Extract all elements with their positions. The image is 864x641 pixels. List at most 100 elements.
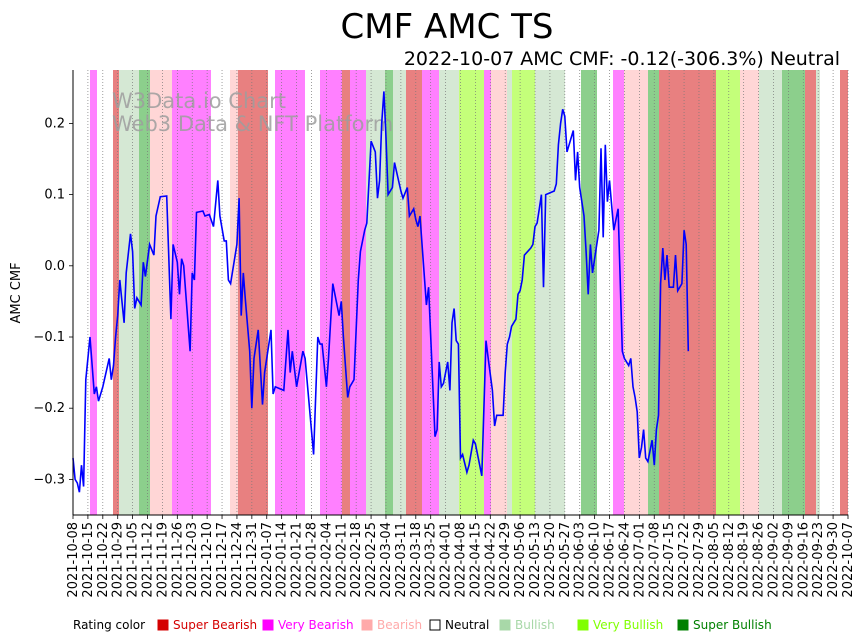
- rating-band: [716, 70, 740, 515]
- x-tick-label: 2022-09-09: [781, 522, 796, 598]
- legend-swatch: [429, 619, 441, 631]
- x-tick-label: 2022-01-28: [304, 522, 319, 598]
- x-tick-label: 2022-04-29: [498, 522, 513, 598]
- x-tick-label: 2021-11-19: [155, 522, 170, 598]
- rating-band: [648, 70, 659, 515]
- chart-title: CMF AMC TS: [341, 7, 554, 47]
- rating-band: [230, 70, 238, 515]
- cmf-series-line: [72, 91, 690, 493]
- x-tick-label: 2021-10-08: [66, 522, 81, 598]
- rating-bands: [73, 70, 848, 515]
- x-tick-label: 2022-05-20: [543, 522, 558, 598]
- x-tick-label: 2022-07-08: [647, 522, 662, 598]
- x-tick-label: 2022-06-03: [573, 522, 588, 598]
- x-tick-label: 2022-02-04: [319, 522, 334, 598]
- rating-band: [512, 70, 535, 515]
- y-tick-label: −0.1: [33, 330, 65, 345]
- x-tick-label: 2022-07-22: [677, 522, 692, 598]
- y-axis-label: AMC CMF: [9, 262, 24, 323]
- y-tick-label: 0.2: [44, 116, 65, 131]
- x-tick-label: 2022-06-17: [603, 522, 618, 598]
- rating-band: [782, 70, 805, 515]
- y-tick-label: 0.1: [44, 188, 65, 203]
- x-tick-label: 2022-01-07: [260, 522, 275, 598]
- legend-label: Bullish: [515, 618, 555, 632]
- x-tick-label: 2021-10-15: [81, 522, 96, 598]
- x-tick-label: 2022-04-08: [454, 522, 469, 598]
- rating-band: [406, 70, 412, 515]
- legend-swatch: [499, 619, 511, 631]
- x-tick-label: 2022-05-13: [528, 522, 543, 598]
- legend: Rating color Super Bearish Very Bearish Bea…: [73, 618, 772, 632]
- x-tick-label: 2021-12-03: [185, 522, 200, 598]
- legend-swatch: [677, 619, 689, 631]
- x-tick-label: 2022-09-16: [796, 522, 811, 598]
- y-tick-label: 0.0: [44, 259, 65, 274]
- rating-band: [97, 70, 113, 515]
- x-tick-label: 2022-04-15: [468, 522, 483, 598]
- rating-band: [507, 70, 512, 515]
- legend-swatch: [361, 619, 373, 631]
- rating-band: [459, 70, 484, 515]
- y-ticks: −0.3 −0.2 −0.1 0.0 0.1 0.2: [33, 116, 73, 487]
- rating-band: [150, 70, 172, 515]
- rating-band: [820, 70, 840, 515]
- x-tick-label: 2022-04-01: [439, 522, 454, 598]
- x-tick-label: 2022-03-04: [379, 522, 394, 598]
- x-tick-label: 2022-08-12: [722, 522, 737, 598]
- x-tick-label: 2022-07-01: [632, 522, 647, 598]
- legend-label: Neutral: [445, 618, 489, 632]
- legend-label: Super Bearish: [173, 618, 257, 632]
- x-tick-label: 2022-03-25: [424, 522, 439, 598]
- x-tick-label: 2022-07-29: [692, 522, 707, 598]
- rating-band: [73, 70, 90, 515]
- series-layer: [72, 91, 690, 493]
- x-tick-label: 2021-11-12: [141, 522, 156, 598]
- x-tick-label: 2021-12-24: [230, 522, 245, 598]
- x-tick-label: 2022-06-24: [617, 522, 632, 598]
- rating-band: [320, 70, 342, 515]
- y-tick-label: −0.2: [33, 401, 65, 416]
- rating-band: [840, 70, 846, 515]
- rating-band: [393, 70, 406, 515]
- chart-subtitle: 2022-10-07 AMC CMF: -0.12(-306.3%) Neutr…: [404, 48, 840, 70]
- x-tick-label: 2022-07-15: [662, 522, 677, 598]
- rating-band: [687, 70, 716, 515]
- x-tick-label: 2022-09-30: [826, 522, 841, 598]
- rating-band: [189, 70, 211, 515]
- rating-band: [268, 70, 275, 515]
- x-tick-label: 2022-01-14: [275, 522, 290, 598]
- x-tick-label: 2021-11-26: [170, 522, 185, 598]
- x-tick-label: 2022-01-21: [290, 522, 305, 598]
- rating-band: [139, 70, 150, 515]
- rating-band: [119, 70, 139, 515]
- legend-label: Very Bearish: [278, 618, 354, 632]
- rating-band: [439, 70, 459, 515]
- legend-label: Super Bullish: [693, 618, 772, 632]
- x-tick-label: 2021-12-31: [245, 522, 260, 598]
- legend-title: Rating color: [73, 618, 145, 632]
- x-tick-label: 2022-03-11: [394, 522, 409, 598]
- x-tick-label: 2021-12-17: [215, 522, 230, 598]
- legend-swatch: [262, 619, 274, 631]
- rating-band: [113, 70, 119, 515]
- x-tick-label: 2021-12-10: [200, 522, 215, 598]
- rating-band: [275, 70, 305, 515]
- rating-band: [342, 70, 350, 515]
- rating-band: [772, 70, 782, 515]
- rating-band: [491, 70, 507, 515]
- x-tick-label: 2022-03-18: [409, 522, 424, 598]
- rating-band: [484, 70, 491, 515]
- rating-band: [597, 70, 613, 515]
- rating-band: [846, 70, 848, 515]
- x-tick-label: 2022-09-23: [811, 522, 826, 598]
- x-tick-label: 2021-10-22: [96, 522, 111, 598]
- x-tick-label: 2022-02-11: [334, 522, 349, 598]
- rating-band: [759, 70, 772, 515]
- x-tick-label: 2022-08-19: [737, 522, 752, 598]
- rating-band: [565, 70, 581, 515]
- legend-swatch: [157, 619, 169, 631]
- rating-band: [211, 70, 230, 515]
- x-tick-label: 2021-10-29: [111, 522, 126, 598]
